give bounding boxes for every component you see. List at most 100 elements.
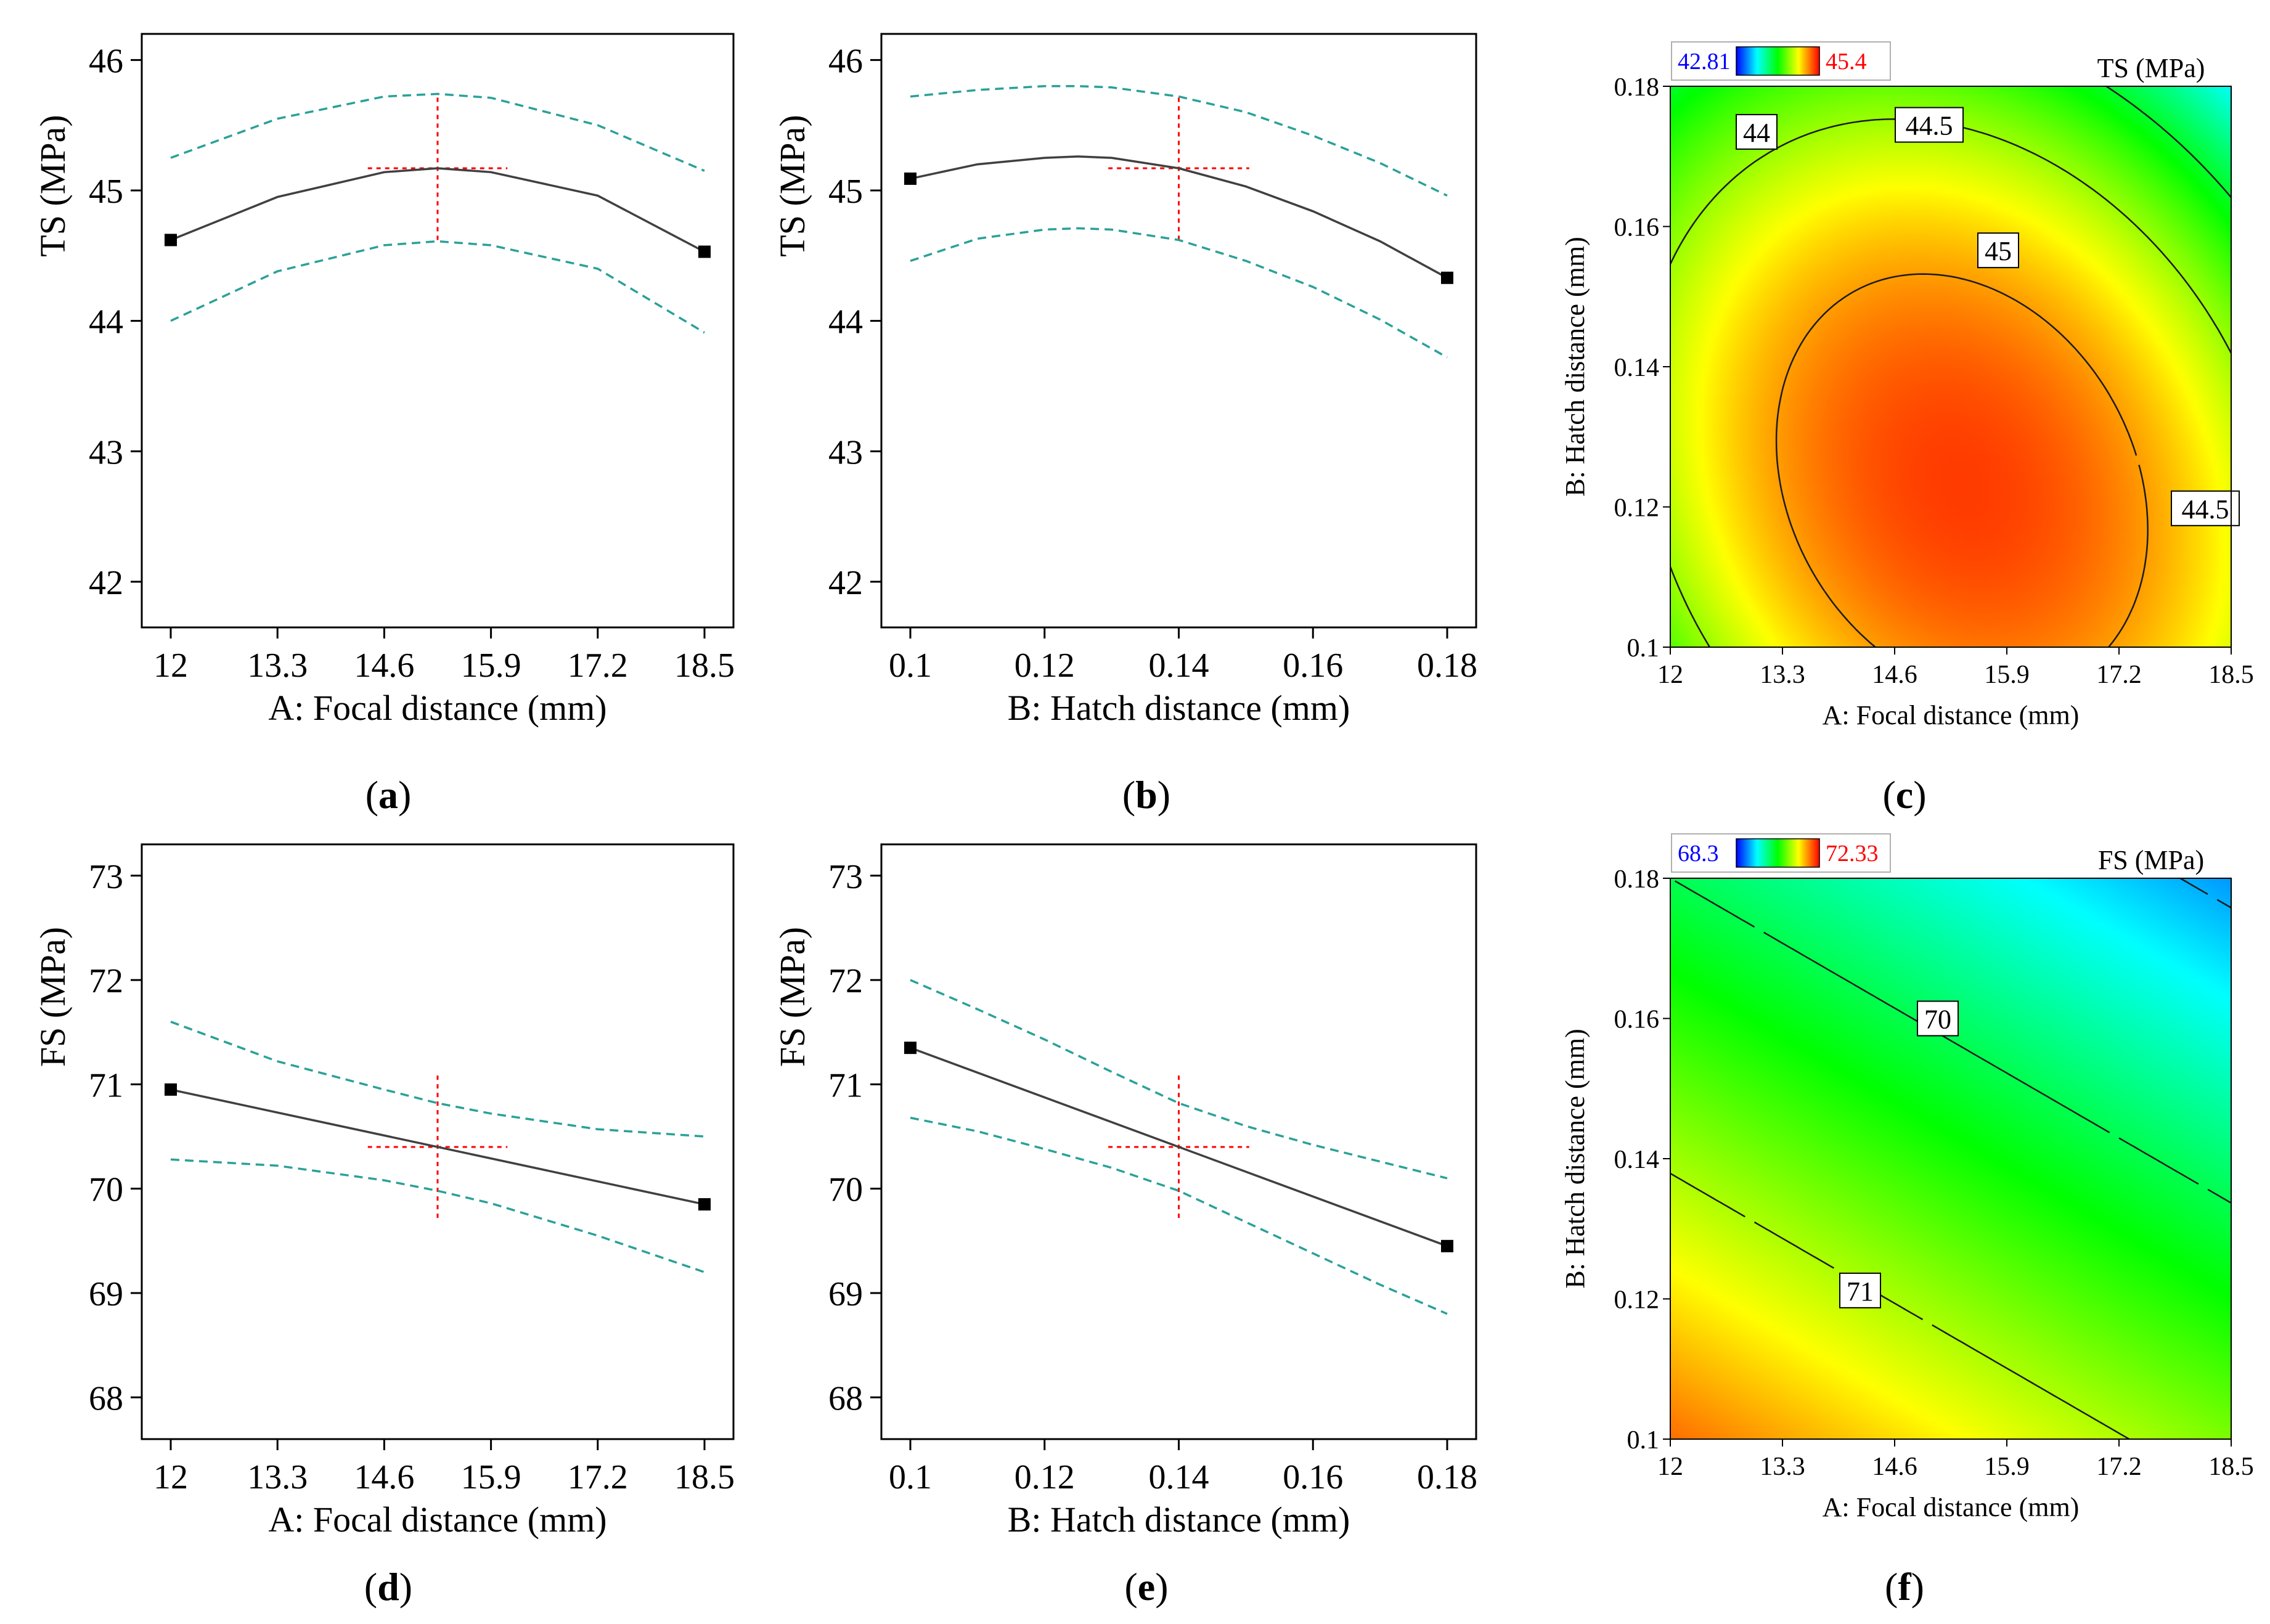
series-lower-line: [170, 1158, 705, 1273]
x-tick-label: 0.14: [1149, 1458, 1209, 1496]
series-predicted-line: [910, 1047, 1448, 1247]
y-tick-label: 0.18: [1614, 865, 1660, 894]
x-tick-label: 14.6: [1872, 661, 1917, 689]
y-tick-label: 71: [828, 1066, 863, 1104]
series-upper-line: [910, 84, 1448, 197]
plot-frame: [141, 843, 735, 1440]
contour-label-box: [1895, 107, 1964, 143]
contour-label-box: [2171, 490, 2240, 526]
x-tick-label: 13.3: [1760, 661, 1805, 689]
y-tick-label: 72: [828, 962, 863, 1000]
chart-c: 44 44.5 45 44.5 12 13.3 14.6 15.9 17.2 18.5 0.1 0.1…: [1560, 41, 2254, 730]
x-axis-title: A: Focal distance (mm): [268, 1500, 606, 1540]
x-tick-label: 15.9: [1984, 1453, 2030, 1481]
contour-label: 44.5: [2182, 494, 2229, 524]
series-predicted-line: [170, 1088, 705, 1206]
y-tick-label: 0.14: [1614, 354, 1660, 382]
y-axis-title: TS (MPa): [33, 115, 73, 256]
plot-frame: [880, 843, 1477, 1440]
x-tick-label: 13.3: [247, 1458, 308, 1496]
y-tick-label: 70: [828, 1171, 863, 1209]
y-tick-label: 43: [89, 433, 123, 471]
x-tick-label: 0.12: [1015, 647, 1075, 685]
y-tick-label: 0.1: [1627, 1426, 1660, 1455]
y-tick-label: 70: [89, 1171, 123, 1209]
contour-label: 71: [1847, 1276, 1874, 1307]
heatmap-surface: [1670, 878, 2231, 1439]
y-tick-label: 0.14: [1614, 1146, 1660, 1174]
x-tick-label: 0.16: [1283, 1458, 1343, 1496]
color-legend-min: 68.3: [1678, 841, 1719, 867]
contour-line: [1674, 880, 2232, 1204]
y-tick-label: 68: [828, 1379, 863, 1418]
series-lower-line: [170, 240, 705, 334]
y-axis-title: FS (MPa): [33, 927, 73, 1067]
x-axis-title: A: Focal distance (mm): [1823, 700, 2080, 730]
x-tick-label: 17.2: [2096, 661, 2142, 689]
y-tick-label: 71: [89, 1066, 123, 1104]
y-tick-label: 0.16: [1614, 214, 1660, 242]
y-axis-title: B: Hatch distance (mm): [1560, 237, 1590, 497]
x-tick-label: 0.14: [1149, 647, 1209, 685]
panel-label-b: (b): [1122, 773, 1171, 817]
endpoint-marker: [698, 245, 711, 258]
panel-label-f: (f): [1885, 1565, 1924, 1609]
x-tick-label: 15.9: [461, 647, 521, 685]
chart-b: 42 43 44 45 46 0.1 0.12 0.14 0.16 0.18 B: Hatch di…: [772, 33, 1477, 728]
contour-label: 45: [1985, 236, 2012, 266]
x-tick-label: 12: [153, 1458, 188, 1496]
x-tick-label: 14.6: [354, 1458, 414, 1496]
y-tick-label: 73: [89, 858, 123, 896]
endpoint-marker: [904, 1042, 917, 1055]
color-legend-max: 45.4: [1826, 49, 1867, 75]
chart-a: 42 43 44 45 46 12 13.3 14.6 15.9 17.2 18.5 A: Focal…: [33, 33, 735, 728]
chart-d: 68 69 70 71 72 73 12 13.3 14.6 15.9 17.2 18.5 A: Foc…: [33, 843, 735, 1540]
y-tick-label: 46: [89, 42, 123, 80]
series-predicted-line: [910, 155, 1448, 279]
x-tick-label: 0.18: [1417, 647, 1477, 685]
contour-label-box: [1839, 1272, 1881, 1308]
x-tick-label: 18.5: [2208, 661, 2254, 689]
y-tick-label: 73: [828, 858, 863, 896]
y-tick-label: 69: [828, 1275, 863, 1313]
contour-label-box: [1736, 113, 1778, 150]
x-tick-label: 0.1: [889, 1458, 932, 1496]
panel-label-e: (e): [1124, 1565, 1169, 1609]
series-upper-line: [170, 1021, 705, 1138]
endpoint-marker: [698, 1198, 711, 1211]
contour-label: 44: [1743, 118, 1770, 148]
y-axis-title: TS (MPa): [772, 115, 812, 256]
x-tick-label: 12: [153, 647, 188, 685]
y-tick-label: 68: [89, 1379, 123, 1418]
contour-label: 44.5: [1906, 111, 1953, 141]
y-tick-label: 72: [89, 962, 123, 1000]
plot-frame: [141, 33, 735, 629]
contour-label-box: [1917, 1000, 1959, 1037]
y-tick-label: 0.16: [1614, 1006, 1660, 1034]
y-tick-label: 45: [89, 173, 123, 211]
x-tick-label: 18.5: [2208, 1453, 2254, 1481]
x-tick-label: 0.1: [889, 647, 932, 685]
contour-label-box: [1977, 232, 2019, 269]
x-tick-label: 15.9: [1984, 661, 2030, 689]
series-predicted-line: [170, 167, 705, 253]
series-upper-line: [170, 92, 705, 172]
panel-label-a: (a): [365, 773, 412, 817]
endpoint-marker: [904, 172, 917, 185]
x-tick-label: 17.2: [568, 647, 628, 685]
y-tick-label: 44: [828, 303, 863, 341]
x-tick-label: 15.9: [461, 1458, 521, 1496]
panel-label-c: (c): [1882, 773, 1927, 817]
color-legend-max: 72.33: [1826, 841, 1879, 867]
x-tick-label: 14.6: [1872, 1453, 1917, 1481]
series-upper-line: [910, 979, 1448, 1180]
contour-line: [2179, 877, 2232, 908]
y-tick-label: 0.1: [1627, 634, 1660, 663]
series-lower-line: [910, 227, 1448, 359]
x-tick-label: 0.12: [1015, 1458, 1075, 1496]
endpoint-marker: [1441, 271, 1453, 284]
y-tick-label: 0.12: [1614, 1286, 1660, 1315]
y-tick-label: 46: [828, 42, 863, 80]
color-legend-min: 42.81: [1678, 49, 1731, 75]
